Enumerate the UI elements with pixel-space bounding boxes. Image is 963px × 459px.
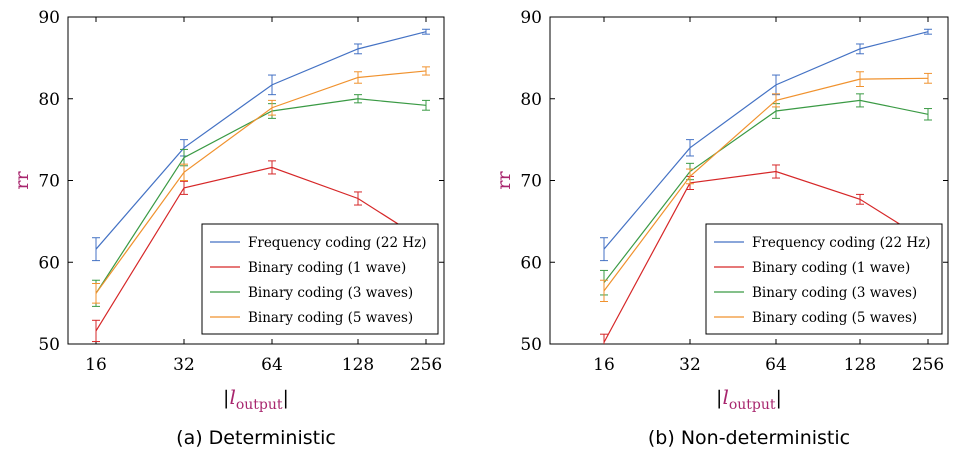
x-tick-label: 64 xyxy=(261,355,283,375)
x-tick-label: 32 xyxy=(679,355,701,375)
x-tick-label: 16 xyxy=(593,355,615,375)
x-axis-label-bar: | xyxy=(223,387,229,409)
x-axis-label-main: l xyxy=(722,385,728,409)
x-tick-label: 64 xyxy=(765,355,787,375)
x-axis-label-bar: | xyxy=(776,387,782,409)
x-axis-label-bar: | xyxy=(716,387,722,409)
y-tick-label: 90 xyxy=(520,8,542,28)
legend-label: Binary coding (3 waves) xyxy=(248,285,413,301)
y-axis-label: rr xyxy=(493,171,515,190)
legend: Frequency coding (22 Hz) Binary coding (1… xyxy=(705,223,943,335)
figure-caption: (b) Non-deterministic xyxy=(648,427,850,449)
x-axis-label: |loutput| xyxy=(223,385,289,413)
y-tick-label: 50 xyxy=(38,335,60,355)
x-tick-label: 128 xyxy=(844,355,876,375)
plot-area xyxy=(600,28,932,344)
legend-box xyxy=(201,223,439,335)
x-axis-label-sub: output xyxy=(729,397,776,413)
x-tick-label: 256 xyxy=(410,355,442,375)
series-2 xyxy=(600,164,932,344)
y-axis-label: rr xyxy=(11,171,33,190)
series-4 xyxy=(92,66,430,304)
legend-label: Binary coding (1 wave) xyxy=(752,260,910,276)
series-4 xyxy=(600,71,932,302)
x-tick-label: 256 xyxy=(912,355,944,375)
y-tick-label: 80 xyxy=(520,90,542,110)
y-tick-label: 70 xyxy=(520,172,542,192)
legend-label: Binary coding (3 waves) xyxy=(752,285,917,301)
legend-box xyxy=(705,223,943,335)
x-tick-label: 16 xyxy=(85,355,107,375)
legend-label: Binary coding (5 waves) xyxy=(752,310,917,326)
y-tick-label: 60 xyxy=(520,253,542,273)
legend-label: Binary coding (1 wave) xyxy=(248,260,406,276)
x-tick-label: 32 xyxy=(173,355,195,375)
y-tick-label: 50 xyxy=(520,335,542,355)
x-axis-label-bar: | xyxy=(283,387,289,409)
y-tick-label: 80 xyxy=(38,90,60,110)
plot-area xyxy=(92,28,430,343)
legend-label: Binary coding (5 waves) xyxy=(248,310,413,326)
legend: Frequency coding (22 Hz) Binary coding (1… xyxy=(201,223,439,335)
x-tick-label: 128 xyxy=(342,355,374,375)
series-line xyxy=(603,31,929,250)
y-tick-label: 60 xyxy=(38,253,60,273)
x-axis-label-sub: output xyxy=(236,397,283,413)
series-2 xyxy=(92,160,430,343)
x-axis-label: |loutput| xyxy=(716,385,782,413)
figure-caption: (a) Deterministic xyxy=(176,427,336,449)
x-axis-label-main: l xyxy=(229,385,235,409)
y-tick-label: 90 xyxy=(38,8,60,28)
series-1 xyxy=(600,28,932,262)
legend-label: Frequency coding (22 Hz) xyxy=(752,235,930,251)
y-tick-label: 70 xyxy=(38,172,60,192)
legend-label: Frequency coding (22 Hz) xyxy=(248,235,426,251)
